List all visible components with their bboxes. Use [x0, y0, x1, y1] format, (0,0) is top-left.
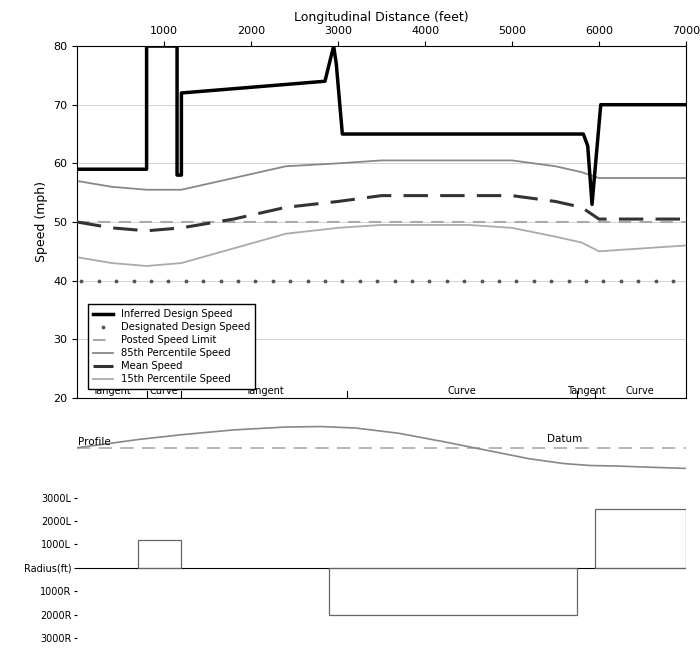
Text: Datum: Datum: [547, 434, 582, 444]
Text: Profile: Profile: [78, 437, 111, 447]
X-axis label: Longitudinal Distance (feet): Longitudinal Distance (feet): [294, 11, 469, 24]
Text: Curve: Curve: [150, 386, 178, 395]
Bar: [329, 568, 578, 615]
Text: Tangent: Tangent: [566, 386, 606, 395]
Y-axis label: Speed (mph): Speed (mph): [34, 182, 48, 263]
Legend: Inferred Design Speed, Designated Design Speed, Posted Speed Limit, 85th Percent: Inferred Design Speed, Designated Design…: [88, 305, 256, 390]
Text: Tangent: Tangent: [245, 386, 284, 395]
Bar: [138, 540, 181, 568]
Bar: [595, 509, 686, 568]
Text: Curve: Curve: [626, 386, 655, 395]
Text: Tangent: Tangent: [92, 386, 131, 395]
Text: Curve: Curve: [447, 386, 476, 395]
